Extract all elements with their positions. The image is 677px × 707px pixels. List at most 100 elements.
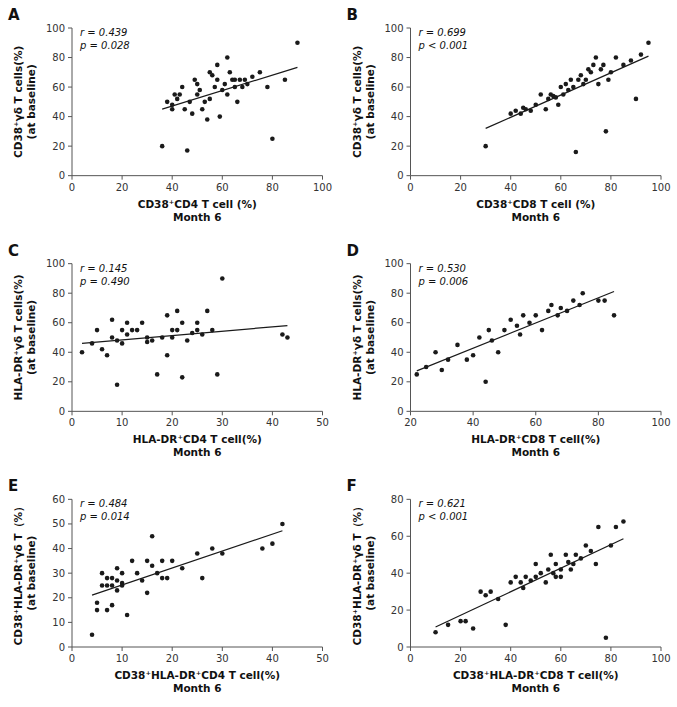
y-tick-label: 0	[59, 170, 65, 181]
point	[165, 576, 170, 581]
y-tick	[68, 573, 72, 574]
y-tick-label: 100	[384, 23, 403, 34]
point	[424, 365, 429, 370]
point	[446, 623, 451, 628]
annotation: p = 0.028	[79, 40, 130, 51]
point	[609, 543, 614, 548]
x-axis-label: CD38⁺HLA-DR⁺CD4 T cell(%)Month 6	[114, 669, 280, 694]
point	[614, 55, 619, 60]
point	[574, 552, 579, 557]
point	[533, 313, 538, 318]
point	[502, 328, 507, 333]
x-tick-label: 10	[116, 653, 129, 664]
point	[577, 303, 582, 308]
point	[155, 372, 160, 377]
point	[177, 92, 182, 97]
x-axis-line	[411, 647, 662, 648]
x-tick-label: 100	[651, 182, 670, 193]
point	[200, 332, 205, 337]
y-tick	[68, 352, 72, 353]
point	[105, 576, 110, 581]
y-tick-label: 80	[391, 288, 404, 299]
point	[115, 588, 120, 593]
x-tick	[72, 647, 73, 651]
y-tick	[68, 411, 72, 412]
y-tick	[407, 352, 411, 353]
point	[170, 107, 175, 112]
point	[225, 92, 230, 97]
annotation: p = 0.490	[79, 276, 130, 287]
y-tick	[407, 28, 411, 29]
point	[145, 340, 150, 345]
y-axis-label: CD38⁺HLA-DR⁺γδ T（%）(at baseline)	[12, 501, 37, 646]
point	[172, 92, 177, 97]
point	[555, 313, 560, 318]
point	[483, 593, 488, 598]
point	[295, 40, 300, 45]
y-tick	[68, 57, 72, 58]
y-axis-label: CD38⁺HLA-DR⁺γδ T（%）(at baseline)	[351, 501, 376, 646]
x-tick-label: 20	[116, 182, 129, 193]
point	[90, 632, 95, 637]
y-tick	[407, 175, 411, 176]
point	[559, 85, 564, 90]
point	[599, 67, 604, 72]
y-tick	[68, 146, 72, 147]
point	[486, 328, 491, 333]
point	[546, 309, 551, 314]
point	[533, 102, 538, 107]
x-tick-label: 60	[216, 182, 229, 193]
point	[110, 317, 115, 322]
point	[150, 338, 155, 343]
point	[569, 77, 574, 82]
x-tick-label: 0	[69, 182, 75, 193]
point	[105, 353, 110, 358]
x-tick-label: 100	[651, 653, 670, 664]
point	[245, 82, 250, 87]
point	[543, 580, 548, 585]
point	[210, 328, 215, 333]
point	[212, 85, 217, 90]
panel: 020406080100020406080CD38⁺HLA-DR⁺CD8 T c…	[347, 477, 671, 694]
point	[190, 111, 195, 116]
y-tick-label: 60	[391, 531, 404, 542]
point	[228, 70, 233, 75]
panel-label: A	[8, 6, 20, 24]
point	[538, 92, 543, 97]
x-tick-label: 40	[504, 182, 517, 193]
point	[200, 576, 205, 581]
point	[187, 100, 192, 105]
panel-label: F	[347, 477, 357, 495]
point	[185, 338, 190, 343]
y-tick	[68, 28, 72, 29]
point	[589, 70, 594, 75]
point	[120, 571, 125, 576]
panel-label: E	[8, 477, 18, 495]
y-tick	[68, 293, 72, 294]
x-tick	[610, 647, 611, 651]
point	[478, 589, 483, 594]
point	[579, 73, 584, 78]
plot-area	[160, 40, 300, 152]
point	[528, 108, 533, 113]
x-tick	[661, 647, 662, 651]
point	[205, 117, 210, 122]
x-tick	[598, 411, 599, 415]
point	[110, 603, 115, 608]
y-tick	[68, 647, 72, 648]
y-tick-label: 40	[52, 347, 65, 358]
x-tick	[535, 411, 536, 415]
point	[130, 559, 135, 564]
point	[571, 298, 576, 303]
point	[140, 320, 145, 325]
y-tick-label: 0	[397, 406, 403, 417]
point	[549, 303, 554, 308]
point	[280, 332, 285, 337]
point	[440, 368, 445, 373]
annotation: r = 0.699	[419, 27, 466, 38]
x-tick	[610, 176, 611, 180]
point	[508, 111, 513, 116]
y-axis-line	[410, 264, 411, 412]
x-tick	[460, 176, 461, 180]
point	[546, 567, 551, 572]
